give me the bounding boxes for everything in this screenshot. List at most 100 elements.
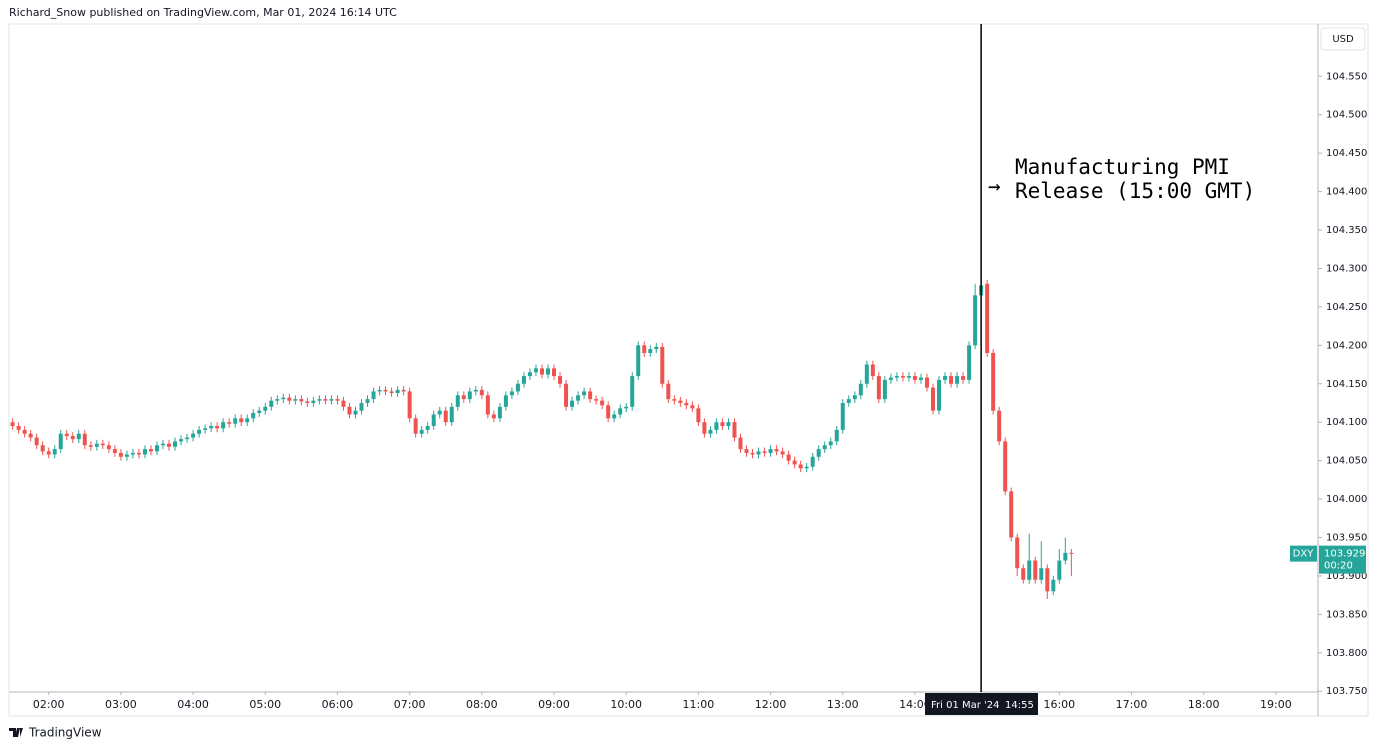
candle-body — [154, 445, 159, 452]
candle-body — [76, 433, 81, 440]
candle-body — [10, 422, 15, 427]
candle-body — [654, 346, 659, 350]
candle-body — [900, 376, 905, 378]
candle-body — [485, 395, 490, 415]
candle-body — [714, 422, 719, 430]
crosshair-time: 14:55 — [1005, 700, 1034, 711]
candle-body — [624, 406, 629, 409]
candle-body — [197, 429, 202, 434]
candle-body — [834, 429, 839, 442]
candle-body — [1015, 537, 1020, 569]
candle-body — [16, 426, 21, 430]
x-tick-label: 14:00 — [899, 698, 931, 711]
candle-body — [335, 399, 340, 401]
candle-body — [726, 422, 731, 427]
annotation-arrow: → — [988, 174, 1001, 198]
candle-body — [371, 391, 376, 400]
candle-body — [786, 454, 791, 461]
currency[interactable]: USD — [1332, 34, 1354, 45]
candle-body — [870, 364, 875, 377]
candle-body — [985, 283, 990, 354]
candle-body — [924, 377, 929, 388]
candle-body — [774, 449, 779, 452]
candle-body — [269, 400, 274, 407]
y-tick-label: 104.200 — [1326, 340, 1367, 351]
candle-body — [94, 443, 99, 447]
candle-body — [1057, 560, 1062, 580]
candle-body — [678, 400, 683, 403]
candle-body — [888, 377, 893, 380]
candle-body — [239, 418, 244, 423]
candle-body — [245, 418, 250, 423]
candle-body — [702, 422, 707, 434]
candle-body — [449, 406, 454, 423]
candle-body — [377, 389, 382, 392]
candle-body — [34, 437, 39, 446]
y-tick-label: 103.850 — [1326, 609, 1367, 620]
candle-body — [804, 466, 809, 469]
candle-body — [949, 376, 954, 384]
candle-body — [263, 406, 268, 411]
x-tick-label: 10:00 — [610, 698, 642, 711]
candle-body — [852, 395, 857, 400]
candle-body — [858, 383, 863, 396]
y-tick-label: 104.100 — [1326, 417, 1367, 428]
candle-body — [894, 376, 899, 378]
candle-body — [347, 406, 352, 415]
candle-body — [118, 452, 123, 457]
candle-body — [311, 400, 316, 403]
candle-body — [431, 414, 436, 427]
candle-body — [630, 376, 635, 407]
candle-body — [744, 449, 749, 453]
candle-body — [750, 452, 755, 455]
candle-body — [552, 368, 557, 377]
candle-body — [792, 460, 797, 465]
y-tick-label: 104.400 — [1326, 187, 1367, 198]
candle-body — [732, 422, 737, 438]
y-tick-label: 104.550 — [1326, 71, 1367, 82]
candle-body — [696, 408, 701, 423]
candle-body — [401, 389, 406, 392]
candle-body — [931, 387, 935, 411]
candle-body — [455, 395, 460, 407]
candle-body — [768, 449, 773, 453]
candle-body — [425, 426, 430, 430]
candle-body — [564, 383, 569, 407]
candle-body — [419, 429, 424, 434]
candle-body — [690, 405, 695, 409]
candle-body — [1045, 568, 1050, 592]
candle-body — [1033, 560, 1038, 580]
candle-body — [798, 464, 803, 469]
candle-body — [251, 412, 256, 419]
candle-body — [588, 391, 593, 400]
x-tick-label: 19:00 — [1260, 698, 1292, 711]
candle-body — [329, 399, 334, 401]
candle-body — [22, 429, 27, 434]
x-tick-label: 05:00 — [249, 698, 281, 711]
candle-body — [124, 454, 129, 457]
candle-body — [991, 353, 996, 411]
candle-body — [88, 445, 93, 447]
candle-body — [281, 397, 286, 400]
candle-body — [636, 345, 641, 377]
candle-body — [762, 451, 767, 453]
candle-body — [130, 452, 135, 455]
x-tick-label: 02:00 — [33, 698, 65, 711]
candle-body — [64, 433, 69, 437]
x-tick-label: 07:00 — [394, 698, 426, 711]
candle-body — [106, 445, 111, 450]
candle-body — [1009, 491, 1014, 538]
candle-body — [58, 433, 63, 450]
candle-body — [185, 437, 190, 440]
currency-box[interactable] — [1320, 27, 1366, 51]
candle-body — [161, 443, 165, 446]
x-tick-label: 08:00 — [466, 698, 498, 711]
footer-logo — [9, 728, 23, 737]
candle-body — [660, 346, 665, 384]
candle-body — [973, 295, 978, 346]
candle-body — [179, 439, 184, 442]
candle-body — [618, 408, 623, 415]
y-tick-label: 104.300 — [1326, 263, 1367, 274]
candle-body — [684, 402, 689, 406]
candle-body — [967, 345, 972, 380]
